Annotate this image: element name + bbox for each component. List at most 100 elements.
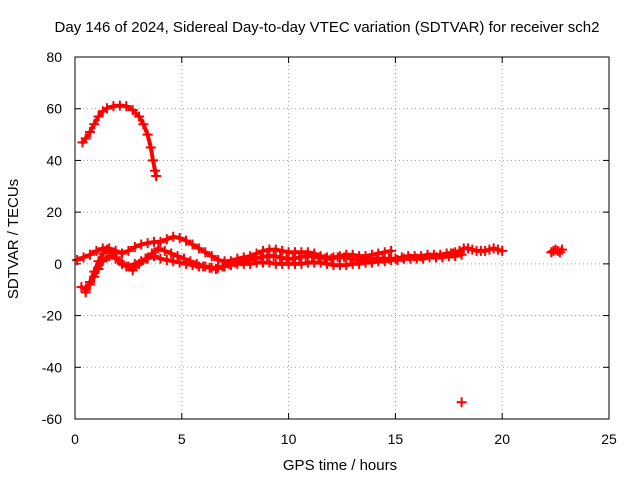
- data-point: [275, 252, 286, 263]
- data-point: [89, 271, 100, 282]
- data-point: [93, 264, 104, 275]
- y-axis-title: SDTVAR / TECUs: [5, 179, 22, 299]
- data-point: [161, 254, 172, 265]
- data-point: [121, 101, 132, 112]
- data-point: [129, 258, 140, 269]
- data-point: [322, 258, 333, 269]
- data-point: [116, 248, 127, 259]
- data-point: [147, 155, 158, 166]
- data-point: [168, 256, 179, 267]
- data-point: [166, 248, 177, 259]
- data-point: [72, 254, 83, 265]
- series-isolated-cluster: [546, 244, 568, 258]
- x-tick-label: 10: [281, 431, 297, 447]
- y-tick-label: 0: [54, 256, 62, 272]
- data-point: [116, 258, 127, 269]
- data-point: [84, 249, 95, 260]
- data-point: [150, 165, 161, 176]
- data-point: [153, 243, 164, 254]
- data-point: [123, 245, 134, 256]
- data-point: [80, 133, 91, 144]
- data-point: [89, 119, 100, 130]
- data-point: [110, 253, 121, 264]
- data-point: [84, 279, 95, 290]
- data-point: [129, 242, 140, 253]
- data-point: [142, 238, 153, 249]
- x-tick-label: 20: [494, 431, 510, 447]
- data-point: [102, 244, 113, 255]
- data-point: [174, 233, 185, 243]
- data-point: [181, 258, 192, 269]
- data-point: [187, 239, 198, 250]
- y-tick-label: 40: [46, 152, 62, 168]
- chart-title: Day 146 of 2024, Sidereal Day-to-day VTE…: [55, 19, 600, 36]
- data-point: [418, 253, 429, 264]
- data-point: [294, 252, 305, 263]
- data-point: [138, 119, 149, 130]
- data-point: [151, 170, 162, 181]
- data-point: [437, 252, 448, 263]
- data-point: [225, 260, 236, 271]
- data-point: [270, 244, 281, 255]
- data-point: [155, 236, 166, 247]
- data-point: [187, 260, 198, 271]
- data-point: [296, 258, 307, 269]
- data-point: [78, 252, 89, 263]
- y-tick-label: 60: [46, 101, 62, 117]
- data-point: [123, 261, 134, 272]
- grid-lines: [75, 57, 609, 419]
- y-tick-label: -60: [42, 411, 62, 427]
- y-tick-label: -20: [42, 308, 62, 324]
- data-point: [200, 261, 211, 272]
- data-point: [379, 256, 390, 267]
- data-point: [136, 239, 147, 250]
- data-point: [315, 257, 326, 268]
- data-point: [326, 253, 337, 264]
- series-layer: [72, 100, 568, 408]
- data-point: [127, 105, 138, 116]
- data-point: [142, 129, 153, 140]
- x-tick-label: 25: [601, 431, 617, 447]
- plot-frame: [74, 56, 610, 420]
- data-point: [181, 235, 192, 246]
- data-point: [379, 247, 390, 258]
- data-point: [213, 262, 224, 273]
- data-point: [142, 253, 153, 264]
- data-point: [93, 111, 104, 122]
- data-point: [392, 254, 403, 265]
- data-point: [307, 251, 318, 262]
- data-point: [268, 251, 279, 262]
- data-point: [174, 257, 185, 268]
- data-point: [200, 247, 211, 258]
- data-point: [497, 245, 508, 256]
- data-point: [161, 234, 172, 245]
- x-tick-label: 0: [71, 431, 79, 447]
- data-point: [149, 251, 160, 262]
- data-point: [345, 253, 356, 264]
- x-axis-title: GPS time / hours: [283, 457, 397, 474]
- data-point: [245, 258, 256, 269]
- data-point: [97, 256, 108, 267]
- data-point: [354, 258, 365, 269]
- data-point: [80, 284, 91, 295]
- series-late-segment: [445, 243, 508, 259]
- data-point: [159, 245, 170, 256]
- data-point: [456, 397, 467, 408]
- data-point: [168, 231, 179, 242]
- data-point: [91, 245, 102, 256]
- frame-layer: [74, 56, 610, 420]
- data-point: [339, 252, 350, 263]
- y-tick-label: 80: [46, 49, 62, 65]
- data-point: [134, 111, 145, 122]
- data-point: [257, 245, 268, 256]
- x-tick-label: 5: [178, 431, 186, 447]
- data-point: [104, 251, 115, 262]
- data-point: [341, 260, 352, 271]
- data-point: [366, 257, 377, 268]
- data-point: [264, 257, 275, 268]
- series-outlier: [456, 397, 467, 408]
- data-point: [386, 245, 397, 256]
- data-point: [136, 256, 147, 267]
- data-point: [102, 103, 113, 114]
